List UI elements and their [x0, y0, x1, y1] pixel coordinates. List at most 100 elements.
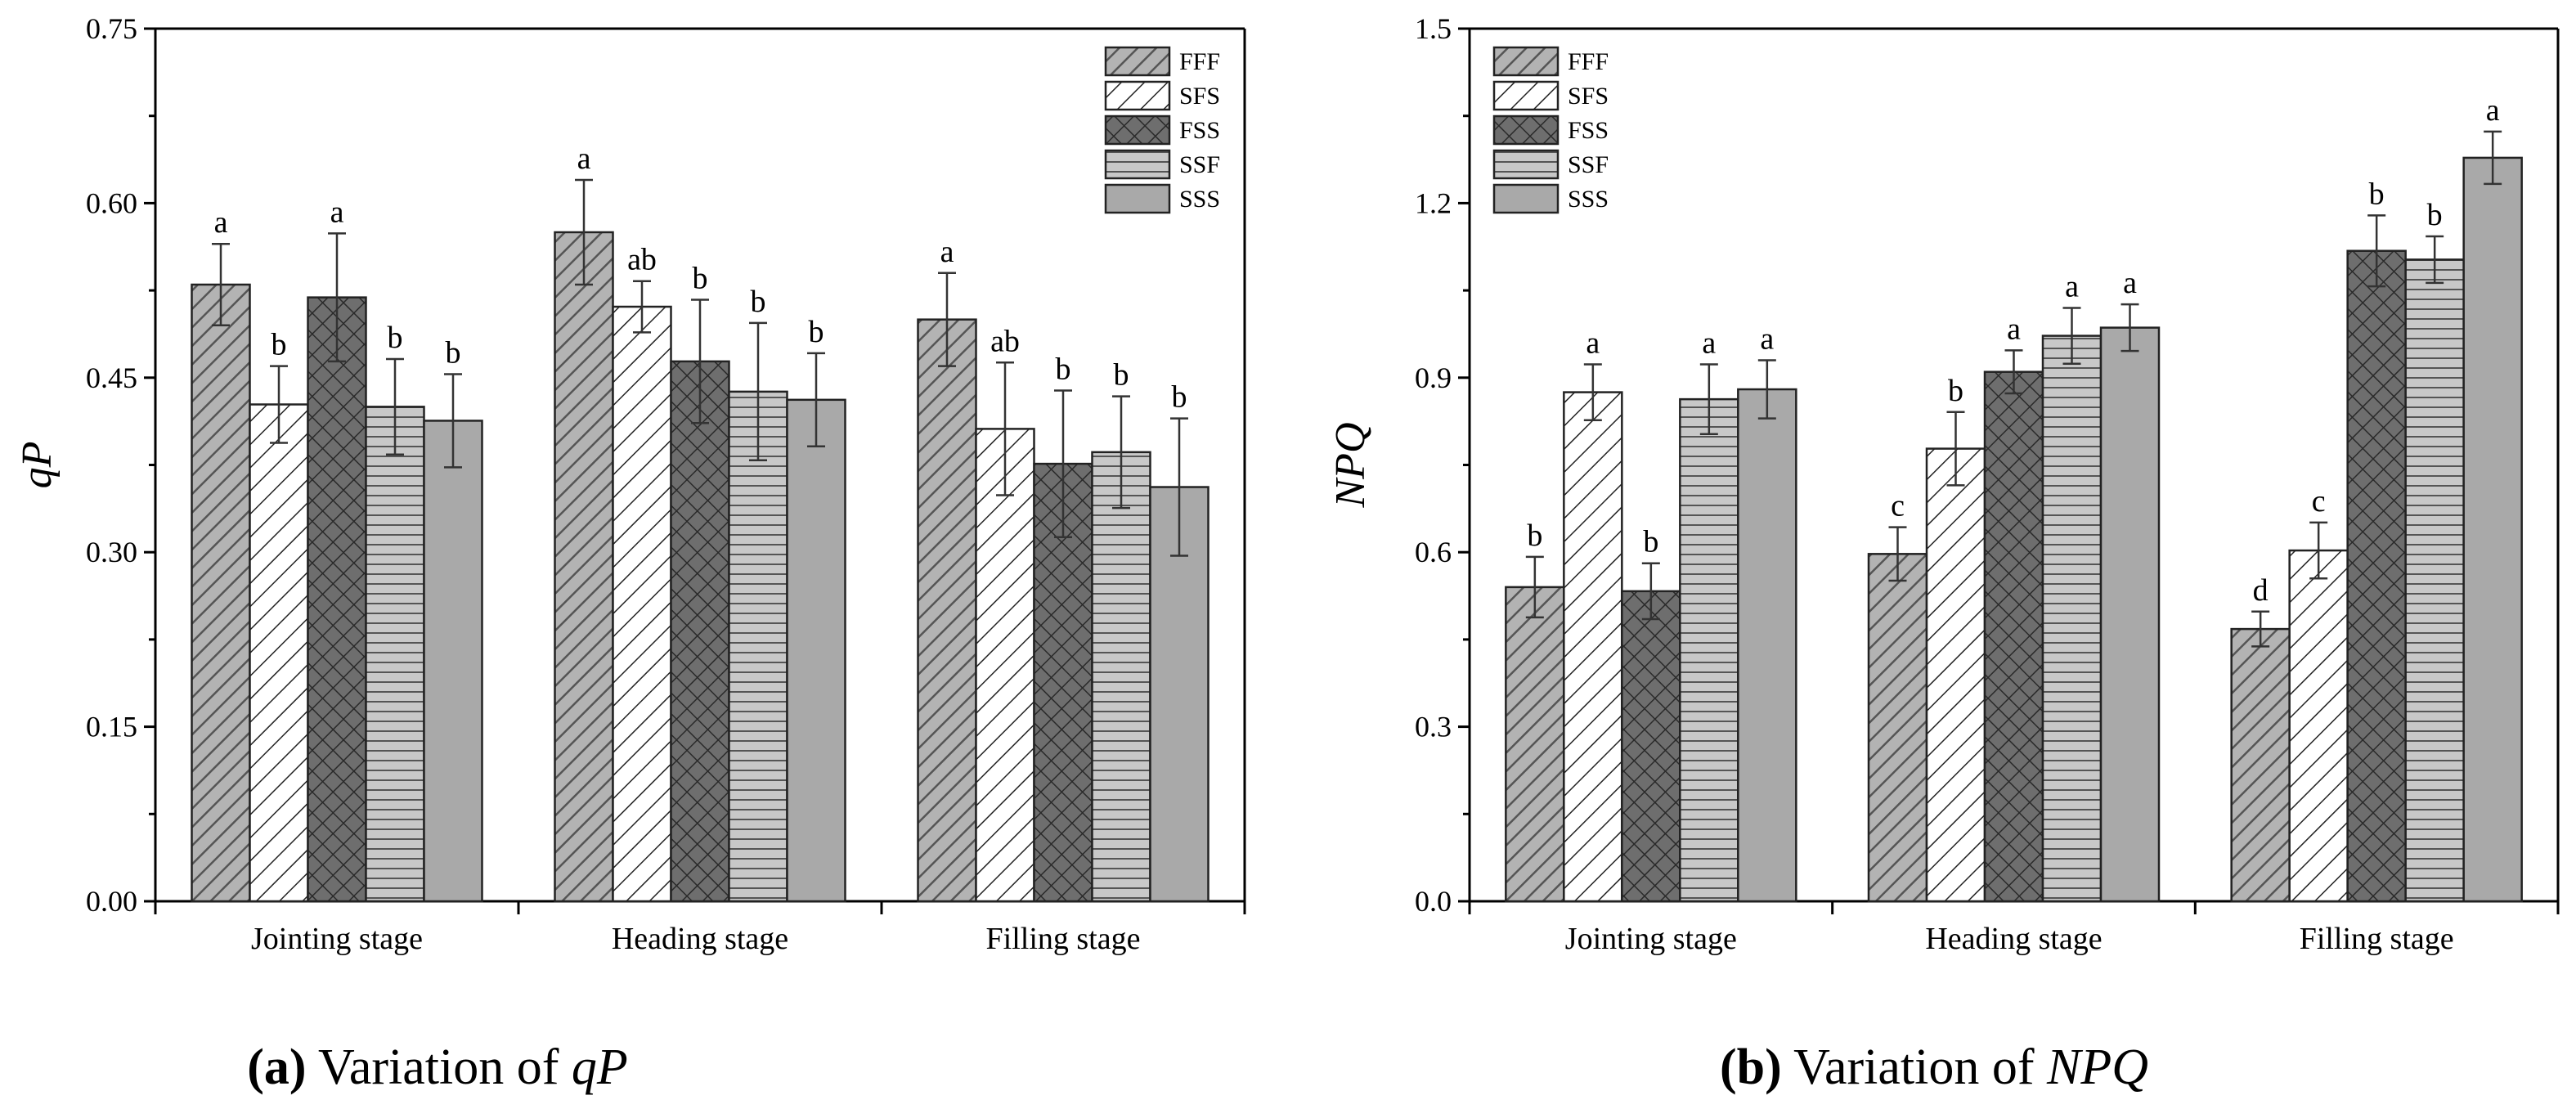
- bar-ssf: [365, 406, 425, 903]
- bar-sss: [423, 420, 483, 903]
- legend-swatch-sfs: [1492, 80, 1560, 111]
- bar-fss: [1621, 590, 1681, 903]
- y-tick-label: 1.2: [1415, 186, 1452, 219]
- significance-letter: b: [809, 315, 824, 349]
- legend-swatch-fss: [1492, 114, 1560, 146]
- caption-a-text: Variation of: [307, 1039, 572, 1095]
- bar-sfs: [1925, 447, 1986, 903]
- bar-ssf: [1679, 397, 1739, 903]
- y-tick-label: 1.5: [1415, 12, 1452, 45]
- legend-swatch-fss: [1104, 114, 1171, 146]
- significance-letter: a: [1702, 326, 1716, 360]
- significance-letter: ab: [990, 324, 1020, 358]
- x-category-label: Jointing stage: [251, 922, 423, 956]
- y-tick-label: 0.0: [1415, 885, 1452, 918]
- caption-b-text: Variation of: [1782, 1039, 2047, 1095]
- y-tick-label: 0.15: [86, 711, 137, 743]
- bar-ssf: [2404, 258, 2465, 903]
- legend-swatch-sss: [1492, 183, 1560, 214]
- bar-sss: [1737, 388, 1797, 903]
- legend-label-fff: FFF: [1179, 48, 1220, 75]
- bar-sfs: [612, 305, 672, 903]
- caption-a-var: qP: [572, 1039, 628, 1095]
- x-category-label: Heading stage: [1925, 922, 2102, 956]
- bar-sss: [2462, 156, 2523, 903]
- significance-letter: a: [940, 235, 954, 269]
- bar-sss: [786, 398, 846, 903]
- legend-label-fss: FSS: [1179, 117, 1220, 144]
- bar-fff: [1505, 586, 1565, 903]
- significance-letter: b: [2427, 198, 2443, 232]
- legend-label-sss: SSS: [1179, 186, 1220, 213]
- significance-letter: b: [272, 328, 287, 362]
- legend-label-ssf: SSF: [1568, 151, 1609, 178]
- significance-letter: b: [1948, 374, 1963, 408]
- significance-letter: b: [1643, 525, 1658, 559]
- legend-swatch-sfs: [1104, 80, 1171, 111]
- legend-label-sfs: SFS: [1179, 83, 1220, 110]
- significance-letter: c: [1891, 489, 1905, 523]
- y-tick-label: 0.30: [86, 536, 137, 568]
- significance-letter: ab: [627, 243, 657, 277]
- significance-letter: b: [693, 261, 708, 295]
- caption-b: (b) Variation of NPQ: [1720, 1039, 2148, 1095]
- bar-sfs: [975, 428, 1035, 903]
- bar-fff: [2230, 627, 2291, 903]
- bar-sss: [2099, 326, 2161, 903]
- x-category-label: Filling stage: [986, 922, 1141, 956]
- significance-letter: a: [1586, 326, 1600, 360]
- significance-letter: c: [2312, 484, 2326, 519]
- significance-letter: a: [2065, 269, 2079, 303]
- y-tick-label: 0.9: [1415, 361, 1452, 394]
- significance-letter: b: [446, 336, 461, 370]
- bar-sfs: [2288, 549, 2349, 903]
- caption-b-letter: (b): [1720, 1039, 1782, 1095]
- panel-qp: 0.00 0.15 0.30 0.45 0.60 0.75 qP Jointing stage…: [14, 12, 1246, 956]
- significance-letter: a: [1760, 321, 1774, 356]
- bar-fff: [554, 231, 614, 903]
- legend-swatch-ssf: [1492, 149, 1560, 180]
- significance-letter: a: [2486, 93, 2500, 128]
- x-category-label: Jointing stage: [1565, 922, 1737, 956]
- panel-npq: 0.0 0.3 0.6 0.9 1.2 1.5 NPQ Jointing stage b a b a a…: [1327, 12, 2560, 956]
- significance-letter: b: [751, 285, 766, 319]
- significance-letter: b: [1172, 380, 1187, 415]
- bar-sfs: [249, 403, 309, 903]
- significance-letter: b: [2369, 177, 2385, 211]
- bar-fff: [917, 318, 977, 903]
- legend-swatch-ssf: [1104, 149, 1171, 180]
- legend-label-fff: FFF: [1568, 48, 1609, 75]
- significance-letter: a: [330, 195, 344, 229]
- caption-a-letter: (a): [247, 1039, 306, 1095]
- significance-letter: d: [2253, 573, 2269, 608]
- significance-letter: b: [388, 321, 403, 355]
- significance-letter: a: [577, 141, 591, 176]
- significance-letter: a: [2007, 312, 2021, 346]
- significance-letter: b: [1114, 358, 1129, 393]
- y-axis-label: qP: [14, 442, 61, 489]
- legend-swatch-fff: [1492, 46, 1560, 77]
- bar-fss: [1983, 370, 2044, 903]
- bar-fff: [191, 283, 251, 903]
- significance-letter: b: [1056, 352, 1071, 386]
- significance-letter: a: [2123, 266, 2137, 300]
- bar-fff: [1867, 553, 1928, 903]
- legend-swatch-fff: [1104, 46, 1171, 77]
- bar-fss: [670, 360, 730, 903]
- y-tick-label: 0.75: [86, 12, 137, 45]
- bar-sfs: [1563, 391, 1623, 903]
- bar-ssf: [2041, 334, 2103, 903]
- bar-fss: [2346, 249, 2407, 903]
- legend-label-fss: FSS: [1568, 117, 1609, 144]
- y-tick-label: 0.00: [86, 885, 137, 918]
- legend-label-sss: SSS: [1568, 186, 1609, 213]
- y-tick-label: 0.60: [86, 186, 137, 219]
- bar-ssf: [728, 390, 788, 903]
- bar-fss: [307, 296, 367, 903]
- legend-swatch-sss: [1104, 183, 1171, 214]
- significance-letter: a: [214, 205, 228, 240]
- significance-letter: b: [1527, 519, 1542, 553]
- y-axis-label: NPQ: [1327, 423, 1374, 509]
- legend-label-ssf: SSF: [1179, 151, 1220, 178]
